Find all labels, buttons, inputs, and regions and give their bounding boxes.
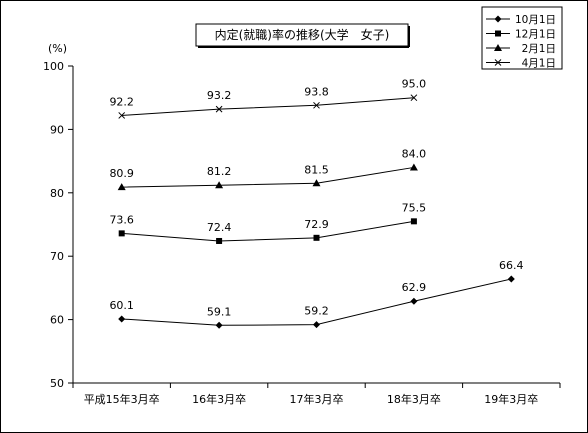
- x-tick-label: 平成15年3月卒: [84, 392, 160, 406]
- data-point: [507, 275, 515, 283]
- data-label: 59.1: [207, 305, 232, 318]
- series-3: 80.9 81.2 81.5 84.0: [109, 147, 427, 191]
- data-label: 81.2: [207, 165, 232, 178]
- data-point: [215, 181, 224, 189]
- data-point: [410, 297, 418, 305]
- y-tick-label: 100: [43, 60, 64, 73]
- y-tick-label: 60: [50, 314, 64, 327]
- y-tick-label: 90: [50, 123, 64, 136]
- legend-entry: 12月1日: [486, 29, 556, 41]
- data-label: 93.2: [207, 89, 232, 102]
- data-point: [410, 94, 418, 102]
- data-label: 95.0: [402, 78, 427, 91]
- data-point: [118, 315, 126, 323]
- data-label: 62.9: [402, 281, 427, 294]
- y-axis-unit: (%): [48, 42, 67, 55]
- series-2: 73.6 72.4 72.9 75.5: [109, 201, 426, 244]
- x-tick-label: 19年3月卒: [484, 392, 538, 406]
- x-tick-label: 16年3月卒: [192, 392, 246, 406]
- legend-marker: [494, 59, 502, 66]
- data-label: 93.8: [304, 85, 329, 98]
- chart-title: 内定(就職)率の推移(大学 女子): [215, 27, 390, 42]
- data-point: [215, 105, 223, 113]
- data-label: 75.5: [402, 201, 427, 214]
- legend-box: [481, 6, 563, 70]
- legend-entry: 2月1日: [486, 43, 556, 55]
- data-label: 59.2: [304, 305, 329, 318]
- data-point: [313, 101, 320, 109]
- legend-marker: [495, 30, 501, 37]
- data-point: [313, 321, 320, 329]
- data-label: 72.4: [207, 221, 232, 234]
- series-line: [121, 278, 512, 326]
- data-label: 72.9: [304, 218, 329, 231]
- legend-entry: 10月1日: [486, 14, 556, 26]
- y-tick-label: 70: [50, 250, 64, 263]
- data-point: [216, 237, 223, 244]
- series-line: [121, 220, 414, 242]
- data-point: [118, 230, 125, 237]
- legend-label: 4月1日: [522, 58, 556, 70]
- data-label: 84.0: [402, 147, 427, 160]
- data-point: [118, 112, 126, 119]
- data-label: 60.1: [109, 299, 134, 312]
- data-point: [312, 179, 321, 187]
- legend-label: 10月1日: [515, 14, 556, 26]
- data-label: 73.6: [109, 213, 134, 226]
- y-tick-label: 80: [50, 187, 64, 200]
- legend-entry: 4月1日: [486, 58, 556, 70]
- data-label: 81.5: [304, 163, 329, 176]
- x-tick-label: 17年3月卒: [290, 392, 344, 406]
- data-point: [410, 218, 417, 225]
- x-tick-label: 18年3月卒: [387, 392, 441, 406]
- data-point: [117, 183, 126, 191]
- legend-label: 12月1日: [515, 29, 556, 41]
- legend-marker: [494, 15, 502, 23]
- data-point: [313, 234, 320, 241]
- series-line: [121, 97, 414, 116]
- series-4: 92.2 93.2 93.8 95.0: [109, 78, 426, 119]
- data-point: [409, 163, 418, 171]
- data-point: [215, 321, 223, 329]
- y-tick-label: 50: [50, 377, 64, 390]
- legend-label: 2月1日: [522, 43, 556, 55]
- data-label: 92.2: [109, 95, 134, 108]
- data-label: 66.4: [499, 259, 524, 272]
- data-label: 80.9: [109, 167, 134, 180]
- series-1: 60.1 59.1 59.2 62.9 66.4: [109, 259, 524, 329]
- series-line: [121, 166, 414, 188]
- legend-marker: [494, 44, 502, 51]
